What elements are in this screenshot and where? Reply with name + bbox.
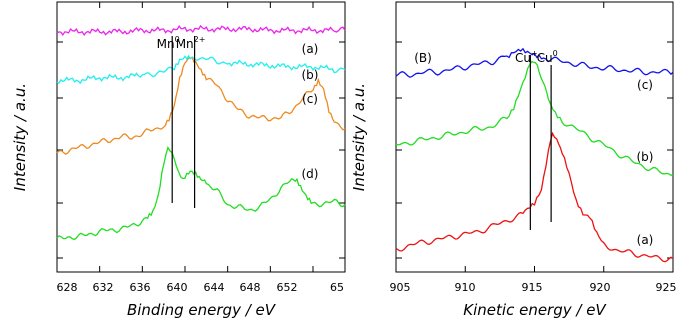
reference-label-text: Mn — [176, 37, 194, 51]
series-line-b — [56, 56, 346, 155]
plot-frame — [56, 1, 346, 273]
x-tick-label: 648 — [240, 281, 261, 294]
chart-panel-2: 905 910 915 920 925 Kinetic energy / eV Intens… — [350, 1, 677, 319]
series-label: (c) — [302, 92, 318, 106]
x-tick-label: 65 — [330, 281, 344, 294]
y-axis-label: Intensity / a.u. — [350, 83, 368, 191]
x-tick-label: 905 — [390, 281, 411, 294]
series-line-d — [56, 24, 346, 37]
x-tick-label: 925 — [656, 281, 677, 294]
plot-frame — [395, 1, 674, 273]
series-line-c — [56, 54, 346, 85]
series-line-a — [56, 146, 346, 241]
x-axis-label: Kinetic energy / eV — [463, 301, 607, 319]
x-tick-label: 910 — [455, 281, 476, 294]
reference-label-superscript: 0 — [175, 35, 180, 44]
reference-line-label: Mn0 — [157, 35, 180, 51]
reference-label-superscript: 2+ — [194, 35, 206, 44]
panel-label: (B) — [414, 51, 432, 65]
x-axis-label: Binding energy / eV — [127, 301, 277, 319]
series-label: (a) — [637, 233, 654, 247]
x-tick-label: 920 — [590, 281, 611, 294]
series-line-c — [395, 47, 674, 78]
reference-label-superscript: + — [531, 49, 538, 58]
reference-line-label: Mn2+ — [176, 35, 206, 51]
x-tick-label: 915 — [522, 281, 543, 294]
reference-line-label: Cu+ — [515, 49, 538, 65]
series-line-b — [395, 60, 674, 176]
x-tick-label: 628 — [57, 281, 78, 294]
reference-label-text: Cu — [537, 51, 553, 65]
series-label: (a) — [302, 42, 319, 56]
reference-label-text: Mn — [157, 37, 175, 51]
reference-label-superscript: 0 — [553, 49, 558, 58]
reference-label-text: Cu — [515, 51, 531, 65]
series-label: (b) — [302, 68, 319, 82]
series-line-a — [395, 131, 674, 263]
x-tick-label: 640 — [167, 281, 188, 294]
x-tick-label: 636 — [130, 281, 151, 294]
chart-panel-1: 628 632 636 640 644 648 652 65 Binding energy / … — [11, 1, 346, 319]
y-axis-label: Intensity / a.u. — [11, 83, 29, 191]
x-tick-label: 644 — [204, 281, 225, 294]
x-tick-label: 652 — [277, 281, 298, 294]
series-label: (c) — [637, 78, 653, 92]
series-label: (b) — [637, 150, 654, 164]
series-label: (d) — [302, 167, 319, 181]
reference-line-label: Cu0 — [537, 49, 558, 65]
x-tick-label: 632 — [93, 281, 114, 294]
